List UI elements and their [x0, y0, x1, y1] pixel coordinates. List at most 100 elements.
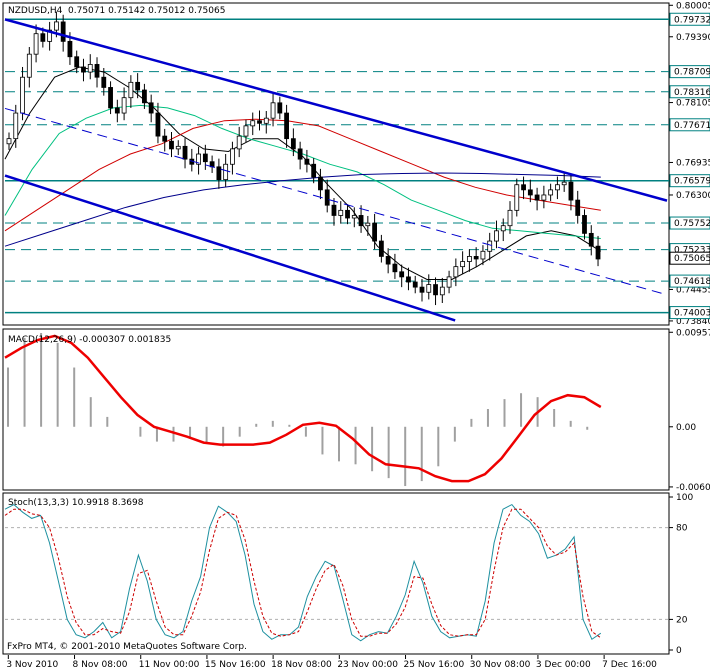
candle-body: [439, 286, 445, 296]
candle-body: [270, 102, 276, 119]
candle-body: [236, 135, 242, 150]
candle-body: [284, 112, 289, 140]
level-price-box: [669, 174, 710, 188]
candle-body: [561, 181, 567, 186]
price-panel-frame: [2, 2, 670, 326]
candle-body: [318, 176, 323, 191]
candle-body: [20, 76, 25, 114]
candle-body: [6, 138, 12, 145]
candle-body: [338, 209, 344, 216]
ohlc-values: 0.75071 0.75142 0.75012 0.75065: [68, 6, 225, 16]
channel-middle-line: [4, 107, 668, 296]
candle-body: [555, 184, 560, 191]
candle-body: [216, 166, 222, 181]
level-price-label: 0.78709: [674, 68, 710, 78]
candle-body: [406, 276, 411, 283]
level-price-box: [669, 65, 710, 79]
candle-body: [148, 102, 154, 114]
candle-body: [196, 153, 201, 165]
candle-body: [514, 184, 520, 211]
price-tick-label: 0.76300: [676, 191, 710, 201]
candle-body: [507, 209, 513, 227]
x-tick-label: 18 Nov 08:00: [271, 660, 332, 670]
candle-body: [108, 87, 113, 109]
candle-body: [466, 256, 472, 262]
price-tick-label: 0.76935: [676, 158, 710, 168]
candle-body: [53, 21, 59, 31]
candle-body: [87, 64, 93, 73]
candle-body: [230, 148, 235, 165]
candle-body: [460, 261, 466, 268]
time-axis: 3 Nov 2010 8 Nov 08:00 11 Nov 00:00 15 Nov …: [6, 655, 657, 670]
candlesticks: [6, 11, 601, 306]
candle-body: [13, 112, 19, 140]
x-tick-label: 15 Nov 16:00: [205, 660, 266, 670]
price-tick-label: 0.74455: [676, 285, 710, 295]
candle-body: [500, 225, 506, 232]
level-price-label: 0.75233: [674, 246, 710, 256]
macd-layer: 0.009570 0.00 -0.006090: [4, 328, 710, 493]
current-price-box: [669, 251, 710, 265]
channel-lower-line: [4, 174, 456, 322]
candle-body: [331, 204, 337, 216]
candle-body: [263, 117, 269, 124]
candle-body: [202, 153, 208, 163]
ma_fast-line: [4, 66, 602, 280]
ma_blue-line: [4, 172, 601, 247]
level-price-box: [669, 85, 710, 99]
channel-upper-line: [4, 18, 668, 202]
candle-body: [541, 194, 547, 201]
candle-body: [311, 163, 317, 178]
stoch-tick-label: 100: [676, 493, 693, 503]
level-price-label: 0.74618: [674, 277, 710, 287]
price-tick-label: 0.78105: [676, 99, 710, 109]
candle-body: [121, 97, 127, 114]
candle-body: [548, 189, 554, 196]
candle-body: [487, 240, 493, 252]
candle-body: [378, 240, 384, 257]
candle-body: [345, 209, 350, 219]
ma_red-line: [4, 118, 601, 232]
price-levels: [5, 18, 669, 314]
x-tick-label: 23 Nov 00:00: [337, 660, 398, 670]
candle-body: [521, 184, 526, 191]
candle-body: [74, 56, 80, 68]
stoch-tick-label: 0: [676, 646, 682, 656]
level-price-box: [669, 216, 710, 230]
candle-body: [365, 222, 371, 227]
level-price-box: [669, 274, 710, 288]
trend-channel: [4, 18, 668, 322]
candle-body: [94, 64, 100, 78]
macd-title: MACD(12,26,9) -0.000307 0.001835: [8, 335, 171, 345]
candle-body: [40, 33, 46, 42]
stoch-signal-line: [4, 508, 602, 639]
candle-body: [26, 53, 32, 78]
x-tick-label: 25 Nov 16:00: [404, 660, 465, 670]
candle-body: [575, 199, 581, 216]
candle-body: [101, 76, 107, 88]
candle-body: [582, 215, 587, 234]
candle-body: [480, 250, 486, 260]
candle-body: [277, 102, 283, 114]
level-price-label: 0.75752: [674, 219, 710, 229]
candle-body: [297, 148, 303, 160]
x-tick-label: 3 Nov 2010: [6, 660, 58, 670]
candle-body: [47, 29, 53, 42]
candle-body: [243, 125, 249, 137]
candle-body: [162, 135, 168, 142]
candle-body: [142, 89, 147, 104]
candle-body: [60, 21, 66, 42]
candle-body: [588, 232, 594, 247]
candle-body: [304, 158, 310, 165]
candle-body: [372, 222, 378, 242]
candle-body: [527, 189, 533, 196]
stoch-tick-label: 80: [676, 524, 688, 534]
candle-body: [175, 145, 181, 150]
candle-body: [358, 215, 364, 227]
candle-body: [257, 120, 262, 124]
candle-body: [169, 140, 174, 150]
candle-body: [81, 66, 86, 73]
candle-body: [223, 163, 229, 181]
price-tick-label: 0.80005: [676, 1, 710, 11]
